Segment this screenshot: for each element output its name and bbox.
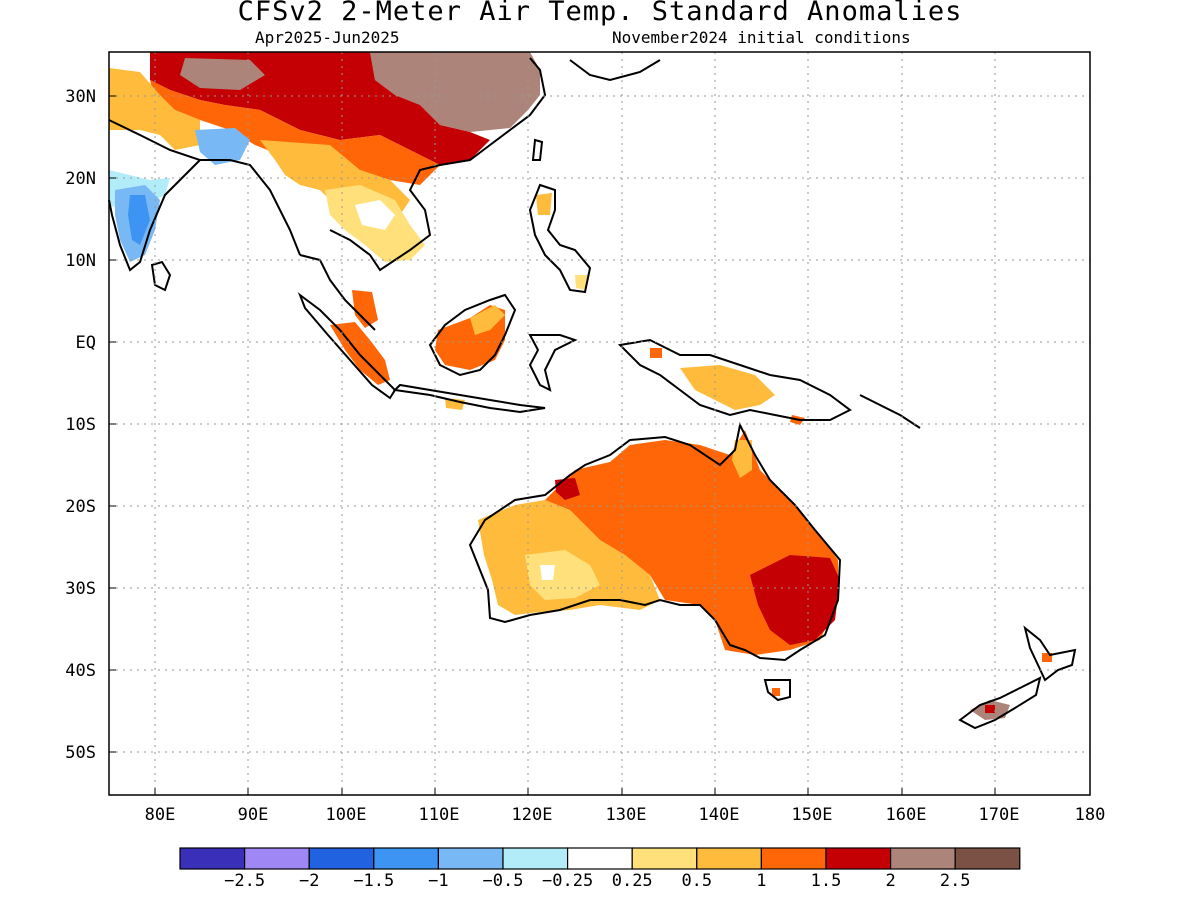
colorbar-label: −2.5 [224, 871, 265, 891]
anomaly-india-white [109, 130, 185, 180]
coast-sulawesi [528, 334, 578, 392]
colorbar [179, 847, 1021, 870]
anomaly-mindanao [575, 275, 588, 290]
colorbar-labels: −2.5 −2 −1.5 −1 −0.5 −0.25 0.25 0.5 1 1.5 2 2.5 [224, 871, 970, 891]
x-tick-label: 140E [699, 805, 740, 825]
colorbar-label: −0.25 [542, 871, 593, 891]
coast-malay [299, 254, 376, 331]
coast-new-zealand-north [1023, 625, 1077, 682]
colorbar-label: 1.5 [811, 871, 842, 891]
anomaly-india-coast-blue [128, 195, 150, 245]
colorbar-label: 0.5 [681, 871, 712, 891]
forecast-period: Apr2025-Jun2025 [255, 28, 400, 47]
coast-solomons [859, 394, 921, 429]
y-tick-label: 10N [65, 251, 96, 271]
coast-sumatra [297, 292, 397, 400]
colorbar-swatch [373, 847, 439, 870]
y-tick-labels: 30N 20N 10N EQ 10S 20S 30S 40S 50S [65, 87, 96, 763]
anomaly-borneo-light [470, 305, 505, 335]
colorbar-swatch [566, 847, 633, 870]
coast-taiwan [531, 138, 544, 161]
x-tick-label: 80E [145, 805, 176, 825]
colorbar-label: −1.5 [353, 871, 394, 891]
coast-india [108, 119, 202, 272]
colorbar-label: −0.5 [483, 871, 524, 891]
y-tick-label: 30S [65, 579, 96, 599]
coast-australia [468, 421, 842, 662]
initial-conditions: November2024 initial conditions [612, 28, 911, 47]
anomaly-australia-white [540, 565, 555, 580]
y-tick-label: 20S [65, 497, 96, 517]
anomaly-tibet-patch [180, 58, 265, 90]
colorbar-swatch [179, 847, 246, 870]
colorbar-label: −2 [299, 871, 319, 891]
gridlines [109, 52, 1090, 795]
coast-sri-lanka [150, 260, 172, 292]
coast-java [392, 383, 546, 414]
x-tick-label: 160E [886, 805, 927, 825]
coast-tasmania [763, 679, 791, 702]
colorbar-swatch [631, 847, 698, 870]
coast-japan [569, 59, 661, 82]
colorbar-label: 2.5 [940, 871, 971, 891]
map-title: CFSv2 2-Meter Air Temp. Standard Anomali… [237, 0, 963, 27]
anomaly-tasmania [772, 688, 780, 696]
anomaly-bangladesh-blue [195, 128, 250, 165]
anomaly-nz-red [985, 705, 995, 713]
y-tick-label: 20N [65, 169, 96, 189]
x-tick-label: 170E [979, 805, 1020, 825]
anomaly-australia-kimberley [555, 478, 580, 500]
coast-new-zealand-south [958, 676, 1042, 730]
colorbar-swatch [696, 847, 762, 870]
y-tick-label: 50S [65, 743, 96, 763]
coast-new-guinea [617, 338, 852, 421]
colorbar-label: 1 [756, 871, 766, 891]
x-tick-label: 110E [419, 805, 460, 825]
anomaly-china-orange [150, 80, 440, 185]
x-tick-labels: 80E 90E 100E 110E 120E 130E 140E 150E 16… [145, 805, 1106, 825]
colorbar-swatch [954, 847, 1021, 870]
tick-marks [109, 95, 996, 795]
x-tick-label: 180 [1075, 805, 1106, 825]
x-tick-label: 150E [792, 805, 833, 825]
y-tick-label: 10S [65, 415, 96, 435]
x-tick-label: 130E [606, 805, 647, 825]
colorbar-label: −1 [428, 871, 448, 891]
y-tick-label: 40S [65, 661, 96, 681]
anomaly-laos-white [355, 200, 395, 230]
x-tick-label: 120E [512, 805, 553, 825]
coast-philippines [528, 183, 592, 294]
x-tick-label: 90E [238, 805, 269, 825]
coast-borneo [428, 293, 517, 377]
colorbar-label: 0.25 [612, 871, 653, 891]
coast-indochina [329, 57, 547, 272]
anomaly-new-guinea [680, 365, 775, 410]
x-tick-label: 100E [326, 805, 367, 825]
colorbar-swatch [825, 847, 892, 870]
anomaly-tibet [370, 52, 540, 132]
y-tick-label: 30N [65, 87, 96, 107]
colorbar-swatch [760, 847, 827, 870]
coast-bay-of-bengal [200, 159, 301, 256]
coastlines [108, 57, 1077, 730]
anomaly-papua-spot [650, 348, 662, 358]
colorbar-swatch [437, 847, 504, 870]
y-tick-label: EQ [76, 333, 96, 353]
colorbar-swatch [244, 847, 310, 870]
anomaly-luzon [536, 193, 552, 215]
colorbar-swatch [308, 847, 375, 870]
colorbar-label: 2 [885, 871, 895, 891]
anomaly-australia-cape [732, 440, 752, 478]
colorbar-swatch [889, 847, 956, 870]
anomaly-australia-southeast [750, 555, 840, 645]
colorbar-swatch [502, 847, 569, 870]
anomaly-malaya [352, 290, 378, 328]
